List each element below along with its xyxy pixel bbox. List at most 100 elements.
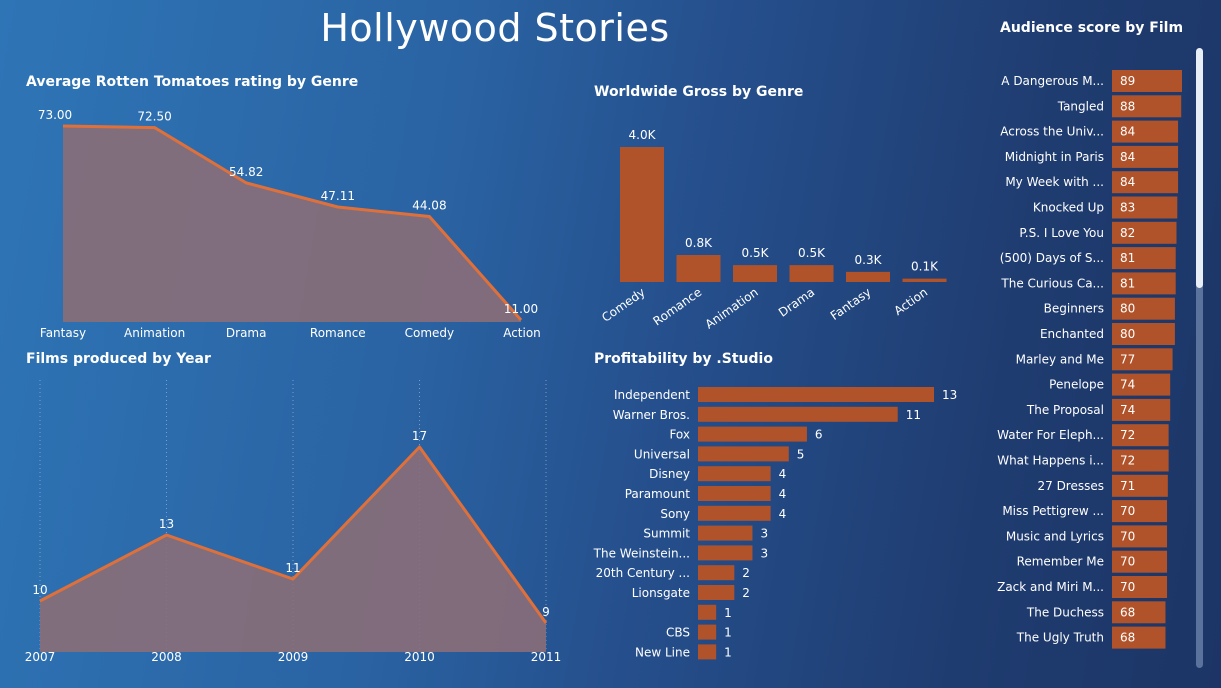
data-label: 1	[724, 606, 732, 620]
data-label: 4	[779, 487, 787, 501]
series-line	[39, 445, 548, 624]
audience-scrollbar-thumb[interactable]	[1196, 48, 1203, 288]
data-label: 70	[1120, 504, 1135, 518]
bar	[1112, 171, 1179, 194]
bar	[1112, 297, 1175, 320]
rt-chart[interactable]: 73.00 Fantasy 72.50 Animation 54.82 Drama 47.1…	[0, 95, 570, 345]
bar	[698, 585, 735, 600]
bar	[846, 271, 890, 282]
data-label: 13	[159, 517, 174, 531]
bar	[1112, 221, 1177, 244]
y-tick-label: New Line	[635, 645, 690, 659]
data-label: 73.00	[38, 108, 72, 122]
data-label: 72	[1120, 454, 1135, 468]
bar	[698, 426, 807, 442]
bar	[902, 278, 947, 282]
data-label: 11.00	[504, 302, 538, 316]
y-tick-label: Midnight in Paris	[1005, 150, 1104, 164]
data-label: 84	[1120, 150, 1135, 164]
data-label: 81	[1120, 276, 1135, 290]
y-tick-label: Warner Bros.	[613, 408, 690, 422]
x-tick-label: Drama	[226, 326, 267, 340]
y-tick-label: Tangled	[1057, 99, 1104, 113]
y-tick-label: 27 Dresses	[1037, 479, 1104, 493]
bar	[1112, 373, 1171, 396]
data-label: 2	[742, 566, 750, 580]
y-tick-label: Knocked Up	[1033, 201, 1104, 215]
x-tick-label: Romance	[310, 326, 366, 340]
x-tick-label: Comedy	[599, 285, 648, 325]
audience-scrollbar-track[interactable]	[1196, 48, 1203, 668]
x-tick-label: Animation	[703, 285, 761, 332]
data-label: 71	[1120, 479, 1135, 493]
gross-chart[interactable]: 4.0K Comedy 0.8K Romance 0.5K Animation 0.5K Dr…	[580, 110, 970, 340]
y-tick-label: Miss Pettigrew ...	[1002, 504, 1104, 518]
bar	[1112, 120, 1179, 143]
data-label: 47.11	[321, 189, 355, 203]
y-tick-label: Lionsgate	[632, 586, 690, 600]
bar	[698, 387, 934, 402]
x-tick-label: Comedy	[405, 326, 455, 340]
y-tick-label: Remember Me	[1017, 555, 1104, 569]
bar	[1112, 550, 1168, 573]
y-tick-label: Independent	[614, 388, 690, 402]
bar	[1112, 525, 1168, 548]
data-label: 17	[412, 429, 427, 443]
y-tick-label: Beginners	[1044, 302, 1104, 316]
data-label: 6	[815, 428, 823, 442]
y-tick-label: The Ugly Truth	[1016, 631, 1104, 645]
films-chart[interactable]: 10 2007 13 2008 11 2009 17 2010 9 2011	[0, 370, 575, 670]
series-line	[62, 124, 523, 321]
data-label: 72.50	[137, 110, 171, 124]
bar	[676, 255, 721, 282]
bar	[1112, 626, 1166, 649]
data-label: 54.82	[229, 165, 263, 179]
bar	[1112, 449, 1169, 472]
y-tick-label: What Happens i...	[997, 454, 1104, 468]
y-tick-label: 20th Century ...	[596, 566, 690, 580]
data-label: 10	[32, 583, 47, 597]
y-tick-label: Paramount	[625, 487, 691, 501]
x-tick-label: 2007	[25, 650, 56, 664]
dashboard-title: Hollywood Stories	[320, 6, 670, 50]
y-tick-label: CBS	[666, 626, 690, 640]
y-tick-label: The Weinstein...	[593, 546, 690, 560]
data-label: 0.1K	[911, 260, 939, 274]
data-label: 77	[1120, 352, 1135, 366]
x-tick-label: 2009	[278, 650, 309, 664]
x-tick-label: Romance	[650, 285, 704, 328]
y-tick-label: P.S. I Love You	[1019, 226, 1104, 240]
audience-chart[interactable]: A Dangerous M... 89 Tangled 88 Across the Un…	[990, 66, 1190, 656]
data-label: 9	[542, 605, 550, 619]
rt-chart-title: Average Rotten Tomatoes rating by Genre	[26, 74, 359, 90]
data-label: 3	[760, 546, 768, 560]
bar	[1112, 348, 1173, 371]
y-tick-label: Music and Lyrics	[1006, 529, 1104, 543]
bar	[698, 505, 771, 521]
bar	[1112, 398, 1171, 421]
bar	[698, 466, 771, 482]
data-label: 74	[1120, 378, 1135, 392]
bar	[1112, 601, 1166, 624]
data-label: 3	[760, 527, 768, 541]
data-label: 5	[797, 447, 805, 461]
x-tick-label: Drama	[776, 285, 817, 320]
data-label: 84	[1120, 125, 1135, 139]
films-chart-title: Films produced by Year	[26, 351, 211, 367]
bar	[1112, 474, 1168, 497]
data-label: 80	[1120, 327, 1135, 341]
y-tick-label: Across the Univ...	[1000, 125, 1104, 139]
x-tick-label: Fantasy	[40, 326, 86, 340]
data-label: 2	[742, 586, 750, 600]
bar	[1112, 247, 1176, 270]
bar	[1112, 272, 1176, 295]
area-fill	[40, 447, 546, 652]
y-tick-label: Enchanted	[1040, 327, 1104, 341]
data-label: 70	[1120, 580, 1135, 594]
y-tick-label: Zack and Miri M...	[997, 580, 1104, 594]
data-label: 4.0K	[629, 128, 657, 142]
y-tick-label: Water For Eleph...	[997, 428, 1104, 442]
bar	[698, 644, 717, 660]
bar	[698, 446, 789, 462]
